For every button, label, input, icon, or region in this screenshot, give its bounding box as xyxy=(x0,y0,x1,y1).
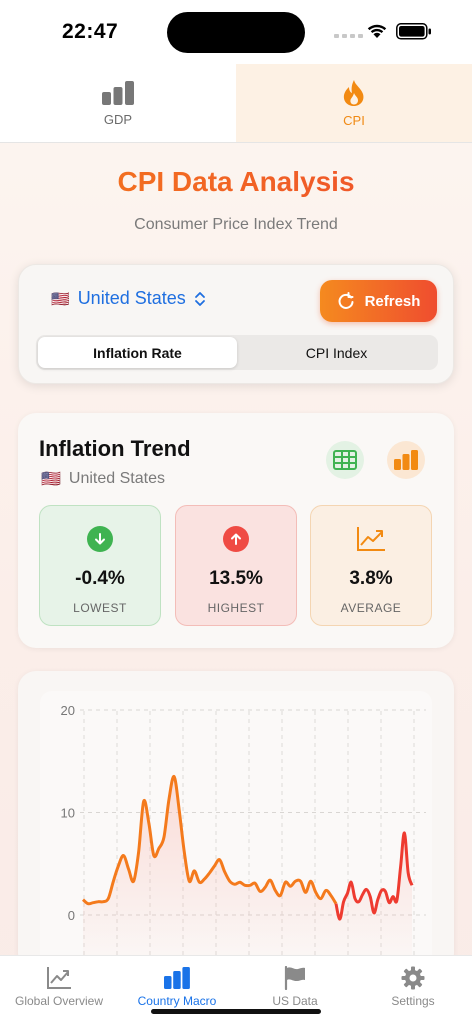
inflation-chart-card: 20 10 0 xyxy=(18,671,454,971)
cellular-signal-icon xyxy=(334,34,363,38)
tab-settings[interactable]: Settings xyxy=(354,956,472,1024)
flame-icon xyxy=(343,79,364,106)
arrow-down-icon xyxy=(87,526,113,552)
segment-inflation-rate[interactable]: Inflation Rate xyxy=(38,337,237,368)
status-time: 22:47 xyxy=(62,20,119,43)
tab-us-data[interactable]: US Data xyxy=(236,956,354,1024)
tab-global-overview[interactable]: Global Overview xyxy=(0,956,118,1024)
tab-gdp-label: GDP xyxy=(103,111,133,127)
bar-chart-icon xyxy=(394,450,418,470)
line-chart-icon xyxy=(47,967,71,989)
chevron-up-down-icon xyxy=(194,291,205,306)
series-area xyxy=(83,776,412,965)
dynamic-island xyxy=(167,12,305,53)
y-tick-label: 20 xyxy=(61,703,75,718)
chart-view-button[interactable] xyxy=(387,441,425,479)
stat-average: 3.8% AVERAGE xyxy=(310,505,432,626)
inflation-line-chart: 20 10 0 xyxy=(61,703,426,965)
country-name: United States xyxy=(77,288,186,308)
chart-area: 20 10 0 xyxy=(40,691,432,971)
page-subtitle: Consumer Price Index Trend xyxy=(134,216,338,233)
stat-highest-caption: HIGHEST xyxy=(207,601,265,615)
control-card: 🇺🇸 United States Refresh Inflation Rate … xyxy=(18,264,454,384)
tab-gdp[interactable]: GDP xyxy=(0,64,236,142)
series-line-2 xyxy=(334,831,414,921)
tab-cpi-label: CPI xyxy=(343,112,365,128)
tab-country-macro[interactable]: Country Macro xyxy=(118,956,236,1024)
series-line-1 xyxy=(81,775,338,906)
trend-title: Inflation Trend xyxy=(39,436,191,461)
tab-us-data-label: US Data xyxy=(272,994,318,1008)
tab-settings-label: Settings xyxy=(391,994,435,1008)
segment-cpi-index[interactable]: CPI Index xyxy=(305,344,368,361)
refresh-label: Refresh xyxy=(364,292,421,310)
y-tick-label: 10 xyxy=(61,806,75,821)
wifi-icon xyxy=(367,24,387,38)
tab-country-macro-label: Country Macro xyxy=(137,994,217,1008)
stat-highest: 13.5% HIGHEST xyxy=(175,505,297,626)
top-tab-bar: GDP CPI xyxy=(0,64,472,143)
gear-icon xyxy=(401,966,425,990)
trend-chart-icon xyxy=(356,526,386,552)
refresh-button[interactable]: Refresh xyxy=(320,280,437,322)
table-icon xyxy=(333,450,357,470)
status-bar: 22:47 xyxy=(0,0,472,64)
table-view-button[interactable] xyxy=(326,441,364,479)
stat-highest-value: 13.5% xyxy=(209,568,263,589)
tab-cpi[interactable]: CPI xyxy=(236,64,472,142)
us-flag-icon: 🇺🇸 xyxy=(41,471,61,488)
stat-average-value: 3.8% xyxy=(349,568,393,589)
flag-icon xyxy=(284,966,305,990)
bar-chart-icon xyxy=(102,80,134,105)
us-flag-icon: 🇺🇸 xyxy=(51,290,70,308)
arrow-up-icon xyxy=(223,526,249,552)
page-title: CPI Data Analysis xyxy=(0,166,472,198)
inflation-trend-card: Inflation Trend 🇺🇸 United States -0.4% L… xyxy=(18,413,454,648)
bottom-tab-bar: Global Overview Country Macro US Data xyxy=(0,955,472,1024)
battery-icon xyxy=(396,23,431,40)
tab-global-overview-label: Global Overview xyxy=(14,994,104,1008)
stat-lowest-caption: LOWEST xyxy=(73,601,127,615)
trend-country: 🇺🇸 United States xyxy=(41,469,165,489)
stat-average-caption: AVERAGE xyxy=(340,601,402,615)
home-indicator xyxy=(151,1009,321,1014)
trend-country-name: United States xyxy=(68,470,165,487)
refresh-icon xyxy=(338,292,354,309)
bar-chart-icon xyxy=(164,967,190,989)
y-tick-label: 0 xyxy=(68,908,75,923)
stat-lowest-value: -0.4% xyxy=(75,568,125,589)
metric-segmented-control: Inflation Rate CPI Index xyxy=(36,335,438,370)
stat-lowest: -0.4% LOWEST xyxy=(39,505,161,626)
country-picker[interactable]: 🇺🇸 United States xyxy=(51,288,206,309)
